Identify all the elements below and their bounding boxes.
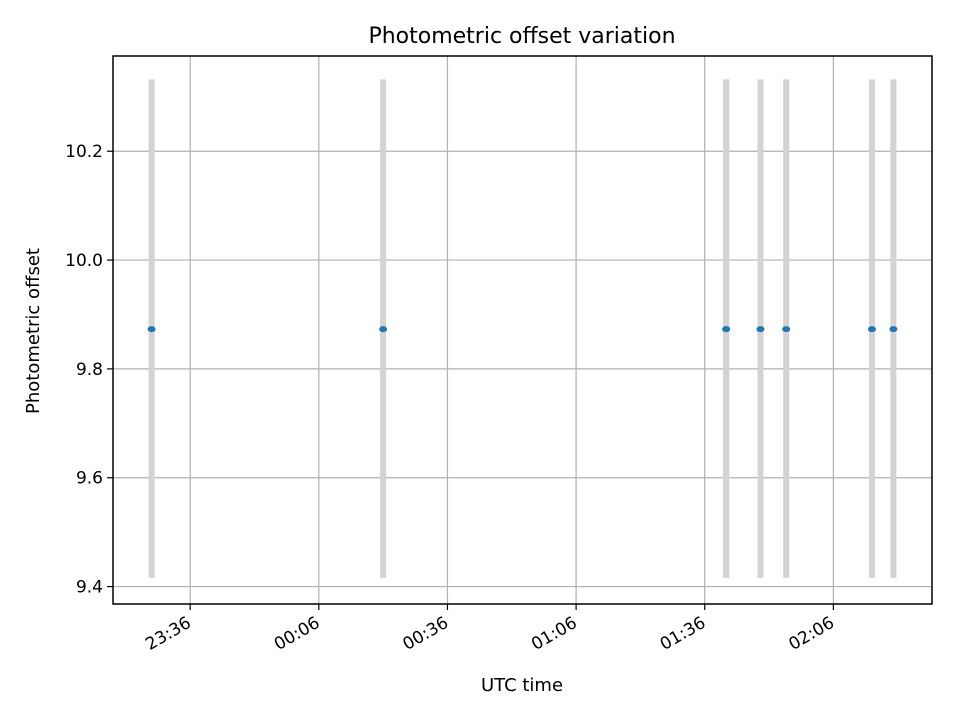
y-tick-label: 9.8 [76, 360, 103, 380]
y-tick-label: 9.6 [76, 469, 103, 489]
data-point [379, 326, 388, 333]
data-point [782, 326, 791, 333]
data-point [722, 326, 731, 333]
data-point [147, 326, 156, 333]
y-axis-label: Photometric offset [23, 248, 44, 414]
y-tick-label: 10.0 [65, 251, 103, 271]
data-point [867, 326, 876, 333]
y-axis-ticks: 9.4 9.6 9.8 10.0 10.2 [65, 142, 113, 598]
y-tick-label: 9.4 [76, 578, 103, 598]
y-tick-label: 10.2 [65, 142, 103, 162]
plot-frame [112, 55, 933, 605]
data-point [756, 326, 765, 333]
grid [113, 56, 932, 604]
data-point [889, 326, 898, 333]
x-axis-label: UTC time [481, 675, 563, 696]
chart-title: Photometric offset variation [368, 24, 675, 49]
data-points [147, 326, 898, 333]
